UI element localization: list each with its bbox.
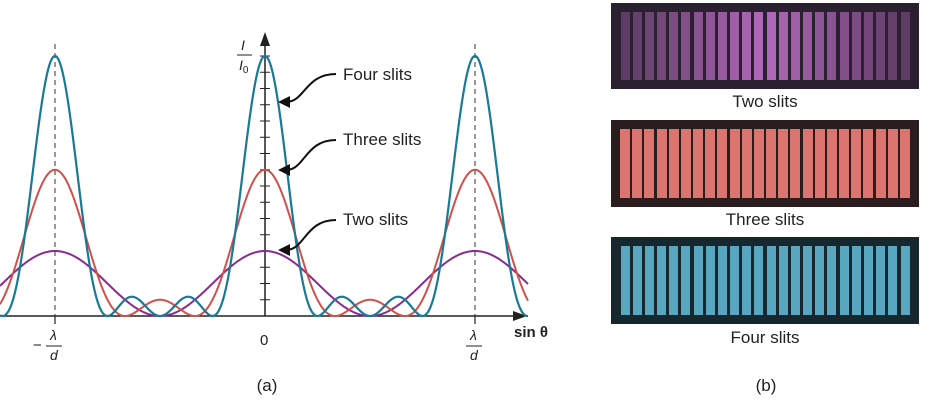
x-axis-label: sin θ [514,324,548,341]
tick-label-pos-d: d [470,347,479,363]
annotation-two-slits: Two slits [343,210,408,229]
fringe-band [779,246,788,316]
three-slits-photo-label: Three slits [611,210,919,230]
fringe-band [706,12,715,81]
fringe-band [742,129,752,199]
fringe-band [645,246,654,316]
tick-label-neg-d: d [50,347,59,363]
arrow-four-slits [286,74,336,102]
fringe-band [803,246,812,316]
fringe-band [742,12,751,81]
fringe-band [669,246,678,316]
fringe-band [815,246,824,316]
two-slits-photo-label: Two slits [611,92,919,112]
fringe-band [669,12,678,81]
fringe-band [779,12,788,81]
fringe-band [840,12,849,81]
fringe-band [706,246,715,316]
fringe-band [730,246,739,316]
arrowhead-four-slits [278,96,290,108]
fringe-band [852,12,861,81]
y-label-denominator: I0 [239,57,249,76]
annotation-four-slits: Four slits [343,65,412,84]
tick-label-neg-sign: − [33,337,42,354]
fringe-band [888,12,897,81]
fringe-band [901,246,910,316]
fringe-band [730,129,740,199]
fringe-band [742,246,751,316]
fringe-band [827,129,837,199]
fringe-band [754,129,764,199]
fringe-band [901,12,910,81]
fringe-band [900,129,910,199]
fringe-band [840,246,849,316]
fringe-band [876,246,885,316]
fringe-band [669,129,679,199]
fringe-band [876,129,886,199]
fringe-band [876,12,885,81]
fringe-band [754,246,763,316]
fringe-band [791,246,800,316]
fringe-band [827,12,836,81]
fringe-band [888,129,898,199]
fringe-band [791,12,800,81]
fringe-band [657,246,666,316]
fringe-band [644,129,654,199]
fringe-band [852,246,861,316]
fringe-band [621,12,630,81]
y-label-numerator: I [241,37,245,53]
fringe-band [767,12,776,81]
fringe-band [657,12,666,81]
intensity-plot: I I0 sin θ 0 − λ d λ d Four slits Three … [0,0,600,401]
fringe-band [718,246,727,316]
fringe-band [888,246,897,316]
fringe-band [864,246,873,316]
tick-label-zero: 0 [260,332,268,349]
fringe-band [827,246,836,316]
fringe-band [632,129,642,199]
fringe-band [790,129,800,199]
fringe-band [766,129,776,199]
fringe-band [681,246,690,316]
fringe-band [815,12,824,81]
three-slits-fringe-photo [611,120,919,207]
fringe-band [767,246,776,316]
fringe-band [621,246,630,316]
two-slits-fringe-photo [611,3,919,89]
fringe-band [693,129,703,199]
fringe-band [645,12,654,81]
fringe-band [694,246,703,316]
fringe-band [633,12,642,81]
fringe-band [778,129,788,199]
fringe-band [718,12,727,81]
four-slits-photo-label: Four slits [611,328,919,348]
fringe-band [657,129,667,199]
tick-label-neg-lambda: λ [49,327,57,343]
fringe-band [864,12,873,81]
fringe-band [694,12,703,81]
fringe-band [620,129,630,199]
annotation-three-slits: Three slits [343,130,421,149]
fringe-band [681,129,691,199]
arrow-three-slits [286,140,336,170]
fringe-band [754,12,763,81]
fringe-band [681,12,690,81]
fringe-band [803,12,812,81]
fringe-band [851,129,861,199]
fringe-band [863,129,873,199]
caption-a: (a) [247,376,287,396]
fringe-band [730,12,739,81]
fringe-band [633,246,642,316]
fringe-band [815,129,825,199]
tick-label-pos-lambda: λ [469,327,477,343]
caption-b: (b) [746,376,786,396]
arrowhead-three-slits [278,164,290,176]
fringe-band [803,129,813,199]
y-axis-arrow [260,32,270,46]
four-slits-fringe-photo [611,237,919,324]
fringe-band [839,129,849,199]
fringe-band [705,129,715,199]
fringe-band [717,129,727,199]
